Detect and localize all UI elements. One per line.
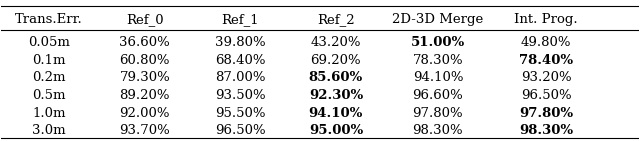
Text: 93.50%: 93.50% — [215, 89, 266, 102]
Text: 96.50%: 96.50% — [215, 124, 266, 137]
Text: 97.80%: 97.80% — [519, 107, 573, 120]
Text: Ref_2: Ref_2 — [317, 13, 355, 26]
Text: 49.80%: 49.80% — [521, 36, 572, 49]
Text: 51.00%: 51.00% — [411, 36, 465, 49]
Text: 60.80%: 60.80% — [120, 54, 170, 67]
Text: 39.80%: 39.80% — [215, 36, 266, 49]
Text: 0.1m: 0.1m — [33, 54, 66, 67]
Text: 95.50%: 95.50% — [215, 107, 266, 120]
Text: 68.40%: 68.40% — [215, 54, 266, 67]
Text: 85.60%: 85.60% — [309, 71, 363, 84]
Text: 98.30%: 98.30% — [413, 124, 463, 137]
Text: Trans.Err.: Trans.Err. — [15, 13, 83, 26]
Text: 78.30%: 78.30% — [413, 54, 463, 67]
Text: 36.60%: 36.60% — [120, 36, 170, 49]
Text: 2D-3D Merge: 2D-3D Merge — [392, 13, 483, 26]
Text: 97.80%: 97.80% — [413, 107, 463, 120]
Text: 78.40%: 78.40% — [519, 54, 573, 67]
Text: 98.30%: 98.30% — [519, 124, 573, 137]
Text: 3.0m: 3.0m — [33, 124, 66, 137]
Text: 87.00%: 87.00% — [215, 71, 266, 84]
Text: 1.0m: 1.0m — [33, 107, 66, 120]
Text: 92.30%: 92.30% — [309, 89, 363, 102]
Text: 95.00%: 95.00% — [309, 124, 363, 137]
Text: 69.20%: 69.20% — [310, 54, 361, 67]
Text: 93.70%: 93.70% — [120, 124, 170, 137]
Text: 94.10%: 94.10% — [308, 107, 363, 120]
Text: 92.00%: 92.00% — [120, 107, 170, 120]
Text: 43.20%: 43.20% — [310, 36, 361, 49]
Text: 0.05m: 0.05m — [28, 36, 70, 49]
Text: Ref_1: Ref_1 — [221, 13, 259, 26]
Text: Int. Prog.: Int. Prog. — [515, 13, 578, 26]
Text: 0.5m: 0.5m — [33, 89, 66, 102]
Text: 89.20%: 89.20% — [120, 89, 170, 102]
Text: 96.60%: 96.60% — [413, 89, 463, 102]
Text: 0.2m: 0.2m — [33, 71, 66, 84]
Text: 96.50%: 96.50% — [521, 89, 572, 102]
Text: 79.30%: 79.30% — [120, 71, 170, 84]
Text: Ref_0: Ref_0 — [126, 13, 164, 26]
Text: 93.20%: 93.20% — [521, 71, 572, 84]
Text: 94.10%: 94.10% — [413, 71, 463, 84]
